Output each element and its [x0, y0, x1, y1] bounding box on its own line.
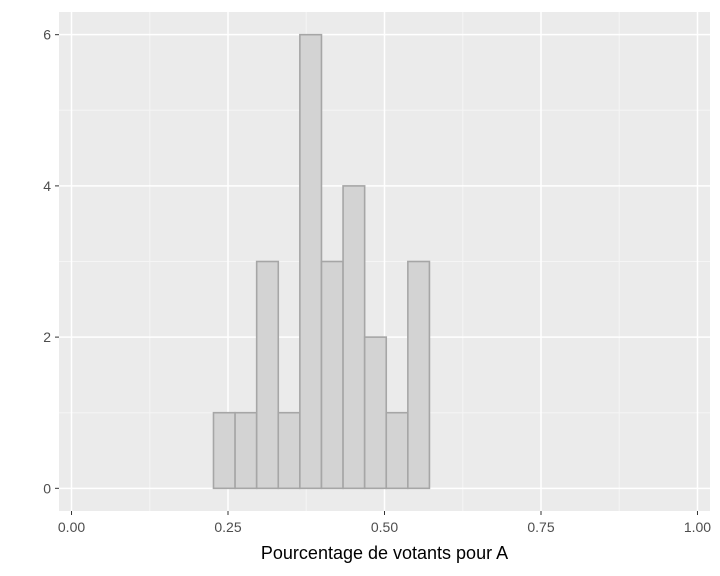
histogram-bar — [299, 33, 323, 490]
x-tick-label: 0.00 — [58, 519, 85, 535]
y-tick-label: 2 — [43, 329, 51, 345]
histogram-bar — [212, 411, 236, 490]
histogram-bar — [277, 411, 301, 490]
histogram-bars — [212, 33, 431, 490]
histogram-bar — [407, 260, 431, 490]
x-axis-title: Pourcentage de votants pour A — [261, 543, 508, 563]
histogram-bar — [342, 185, 366, 490]
x-axis: 0.00 0.25 0.50 0.75 1.00 — [58, 511, 711, 535]
y-tick-label: 6 — [43, 27, 51, 43]
histogram-bar — [385, 411, 409, 490]
x-tick-label: 1.00 — [684, 519, 711, 535]
histogram-bar — [363, 336, 388, 490]
x-tick-label: 0.25 — [214, 519, 241, 535]
y-tick-label: 4 — [43, 178, 51, 194]
x-tick-label: 0.75 — [527, 519, 554, 535]
x-tick-label: 0.50 — [371, 519, 398, 535]
y-tick-label: 0 — [43, 480, 51, 496]
y-axis: 0 2 4 6 — [43, 27, 59, 496]
histogram-bar — [234, 411, 258, 490]
histogram-bar — [320, 260, 344, 490]
histogram-bar — [255, 260, 280, 490]
